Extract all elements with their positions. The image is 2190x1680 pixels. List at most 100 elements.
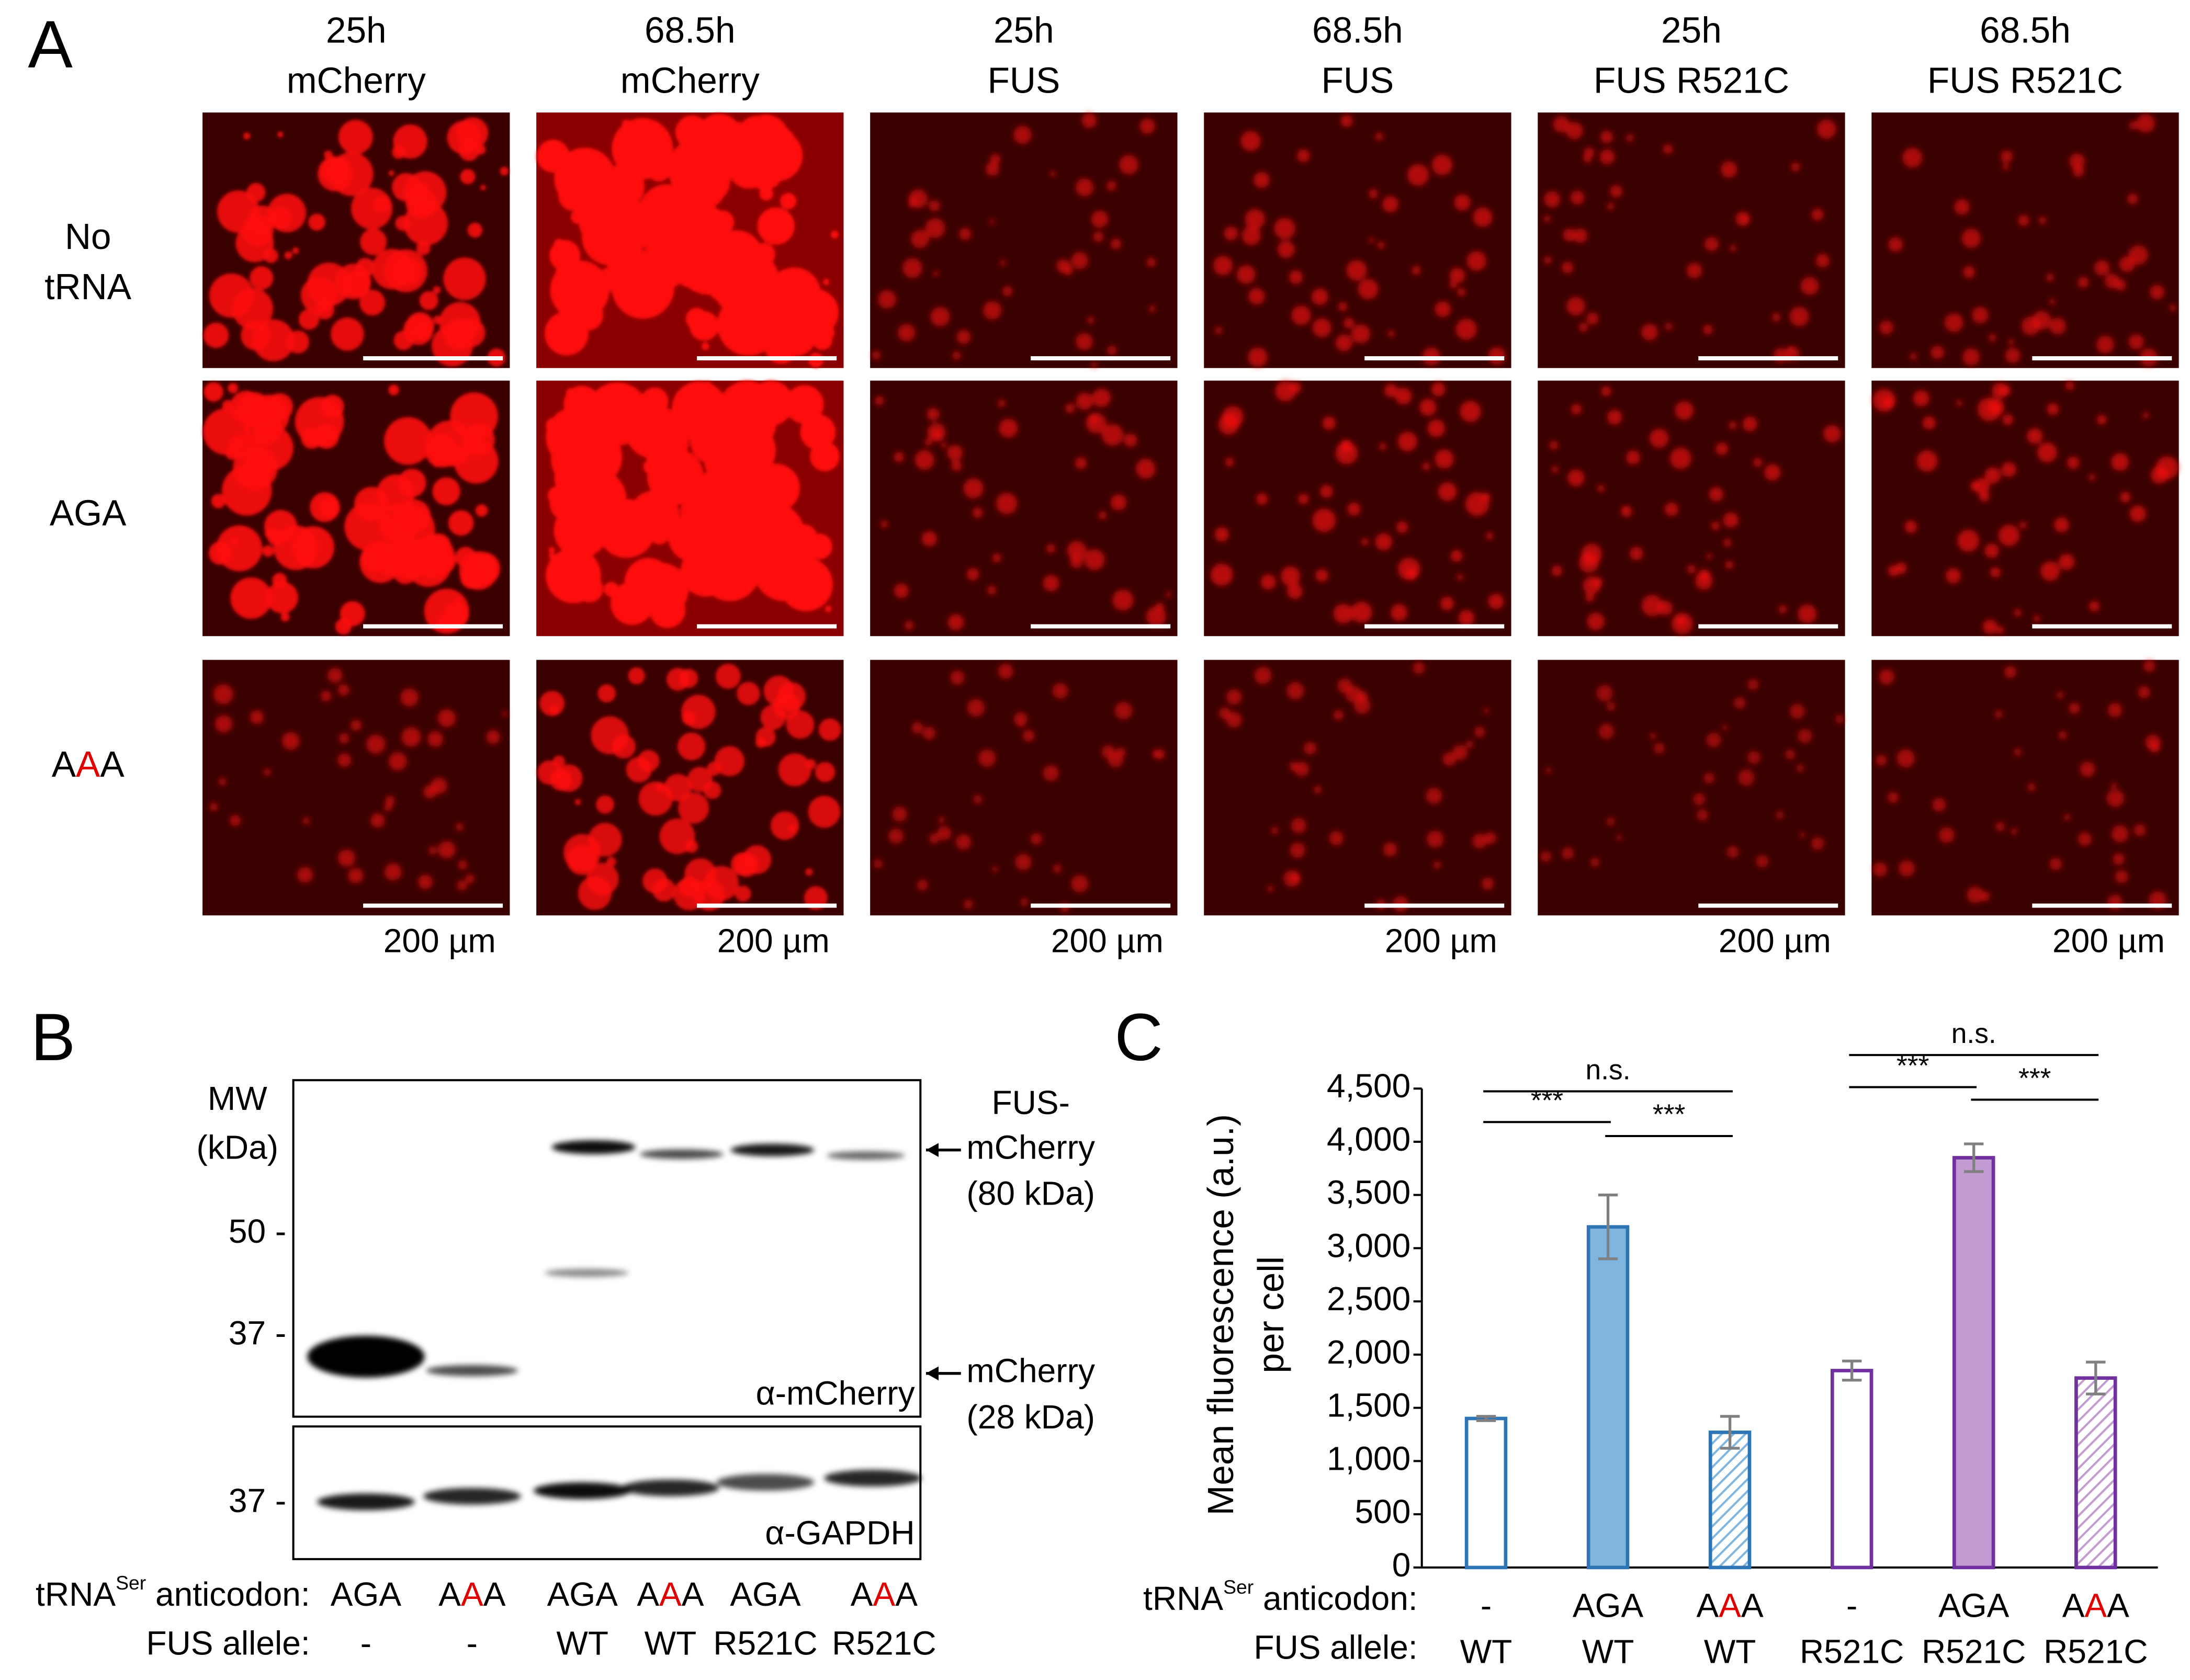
cell <box>267 528 285 546</box>
cell <box>1377 241 1385 249</box>
band <box>621 1479 719 1496</box>
cell <box>1449 267 1465 283</box>
cell <box>2046 273 2054 282</box>
cell <box>1222 406 1244 428</box>
cell <box>1715 442 1729 456</box>
cell <box>1277 241 1295 258</box>
cell <box>2096 414 2107 425</box>
cell <box>548 547 555 554</box>
cell <box>1488 347 1506 365</box>
y-tick-label: 1,500 <box>1327 1387 1410 1424</box>
cell <box>298 309 320 330</box>
cell <box>1551 565 1563 576</box>
cell <box>929 833 940 844</box>
cell <box>1597 484 1605 492</box>
cell <box>1333 604 1353 624</box>
cell <box>1723 512 1739 528</box>
cell <box>1585 593 1595 602</box>
row-title: tRNASer anticodon: <box>1143 1576 1418 1617</box>
cell <box>1226 711 1242 728</box>
antibody-label: α-GAPDH <box>765 1514 915 1551</box>
text-part: A <box>438 1575 461 1613</box>
x-tick-label: R521C <box>1922 1632 2026 1670</box>
cell <box>455 823 464 831</box>
cell <box>905 621 914 630</box>
cell <box>1922 416 1936 430</box>
cell <box>1723 538 1732 547</box>
cell <box>1322 416 1336 430</box>
cell <box>2002 414 2014 425</box>
cell <box>959 228 972 240</box>
cell <box>1286 583 1303 599</box>
cell <box>1089 414 1098 423</box>
cell <box>1973 478 1990 495</box>
cell <box>1346 260 1367 281</box>
cell <box>947 445 963 461</box>
text-part: A <box>2084 1586 2107 1624</box>
cell <box>1452 745 1468 760</box>
cell <box>1967 887 1984 903</box>
cell <box>1166 592 1172 598</box>
cell <box>433 315 442 325</box>
cell <box>998 400 1006 407</box>
cell <box>1361 538 1369 546</box>
cell <box>1091 361 1098 368</box>
cell <box>2111 825 2129 843</box>
cells <box>1543 116 1836 362</box>
cell <box>973 794 983 804</box>
column-header: mCherry <box>287 60 426 100</box>
cell <box>1711 521 1720 530</box>
cell <box>2058 731 2067 740</box>
cell <box>752 243 776 266</box>
cell <box>902 258 922 278</box>
cell <box>1067 541 1087 561</box>
cell <box>770 811 799 840</box>
cell <box>2032 311 2051 330</box>
cell <box>951 460 962 471</box>
cell <box>1046 544 1056 553</box>
cell <box>1578 322 1588 332</box>
cell <box>1116 747 1126 757</box>
lane-label: WT <box>645 1624 697 1662</box>
cell <box>1419 399 1437 416</box>
cell <box>1567 469 1585 487</box>
cell <box>952 351 961 360</box>
cell <box>2155 456 2179 480</box>
cell <box>1407 164 1429 186</box>
cell <box>350 719 362 731</box>
band <box>533 1482 631 1500</box>
cell <box>924 438 932 446</box>
cell <box>403 315 434 345</box>
band <box>716 1474 815 1491</box>
cell <box>385 796 395 805</box>
row-title: tRNASer anticodon: <box>36 1572 310 1613</box>
cell <box>1747 751 1760 764</box>
text-part: A <box>895 1575 918 1613</box>
cell <box>1999 384 2011 396</box>
cell <box>300 277 337 314</box>
cell <box>1944 313 1963 332</box>
cell <box>677 732 706 760</box>
cell <box>963 478 984 499</box>
cell <box>1725 561 1734 569</box>
cell <box>400 688 419 707</box>
cell <box>872 350 881 360</box>
cell <box>1112 589 1134 611</box>
cell <box>292 247 299 254</box>
cell <box>1065 403 1075 413</box>
cell <box>921 531 937 547</box>
cell <box>1338 302 1348 312</box>
x-tick-label: AAA <box>1697 1586 1764 1624</box>
cell <box>209 273 254 318</box>
cell <box>1984 543 2000 558</box>
cell <box>566 388 577 399</box>
cell <box>605 392 622 408</box>
x-tick-label: WT <box>1582 1632 1634 1670</box>
cell <box>370 813 385 828</box>
cell <box>1872 862 1888 877</box>
cell <box>1665 323 1673 331</box>
text-part: A <box>851 1575 873 1613</box>
cell <box>1984 467 2001 484</box>
cell <box>269 207 291 229</box>
